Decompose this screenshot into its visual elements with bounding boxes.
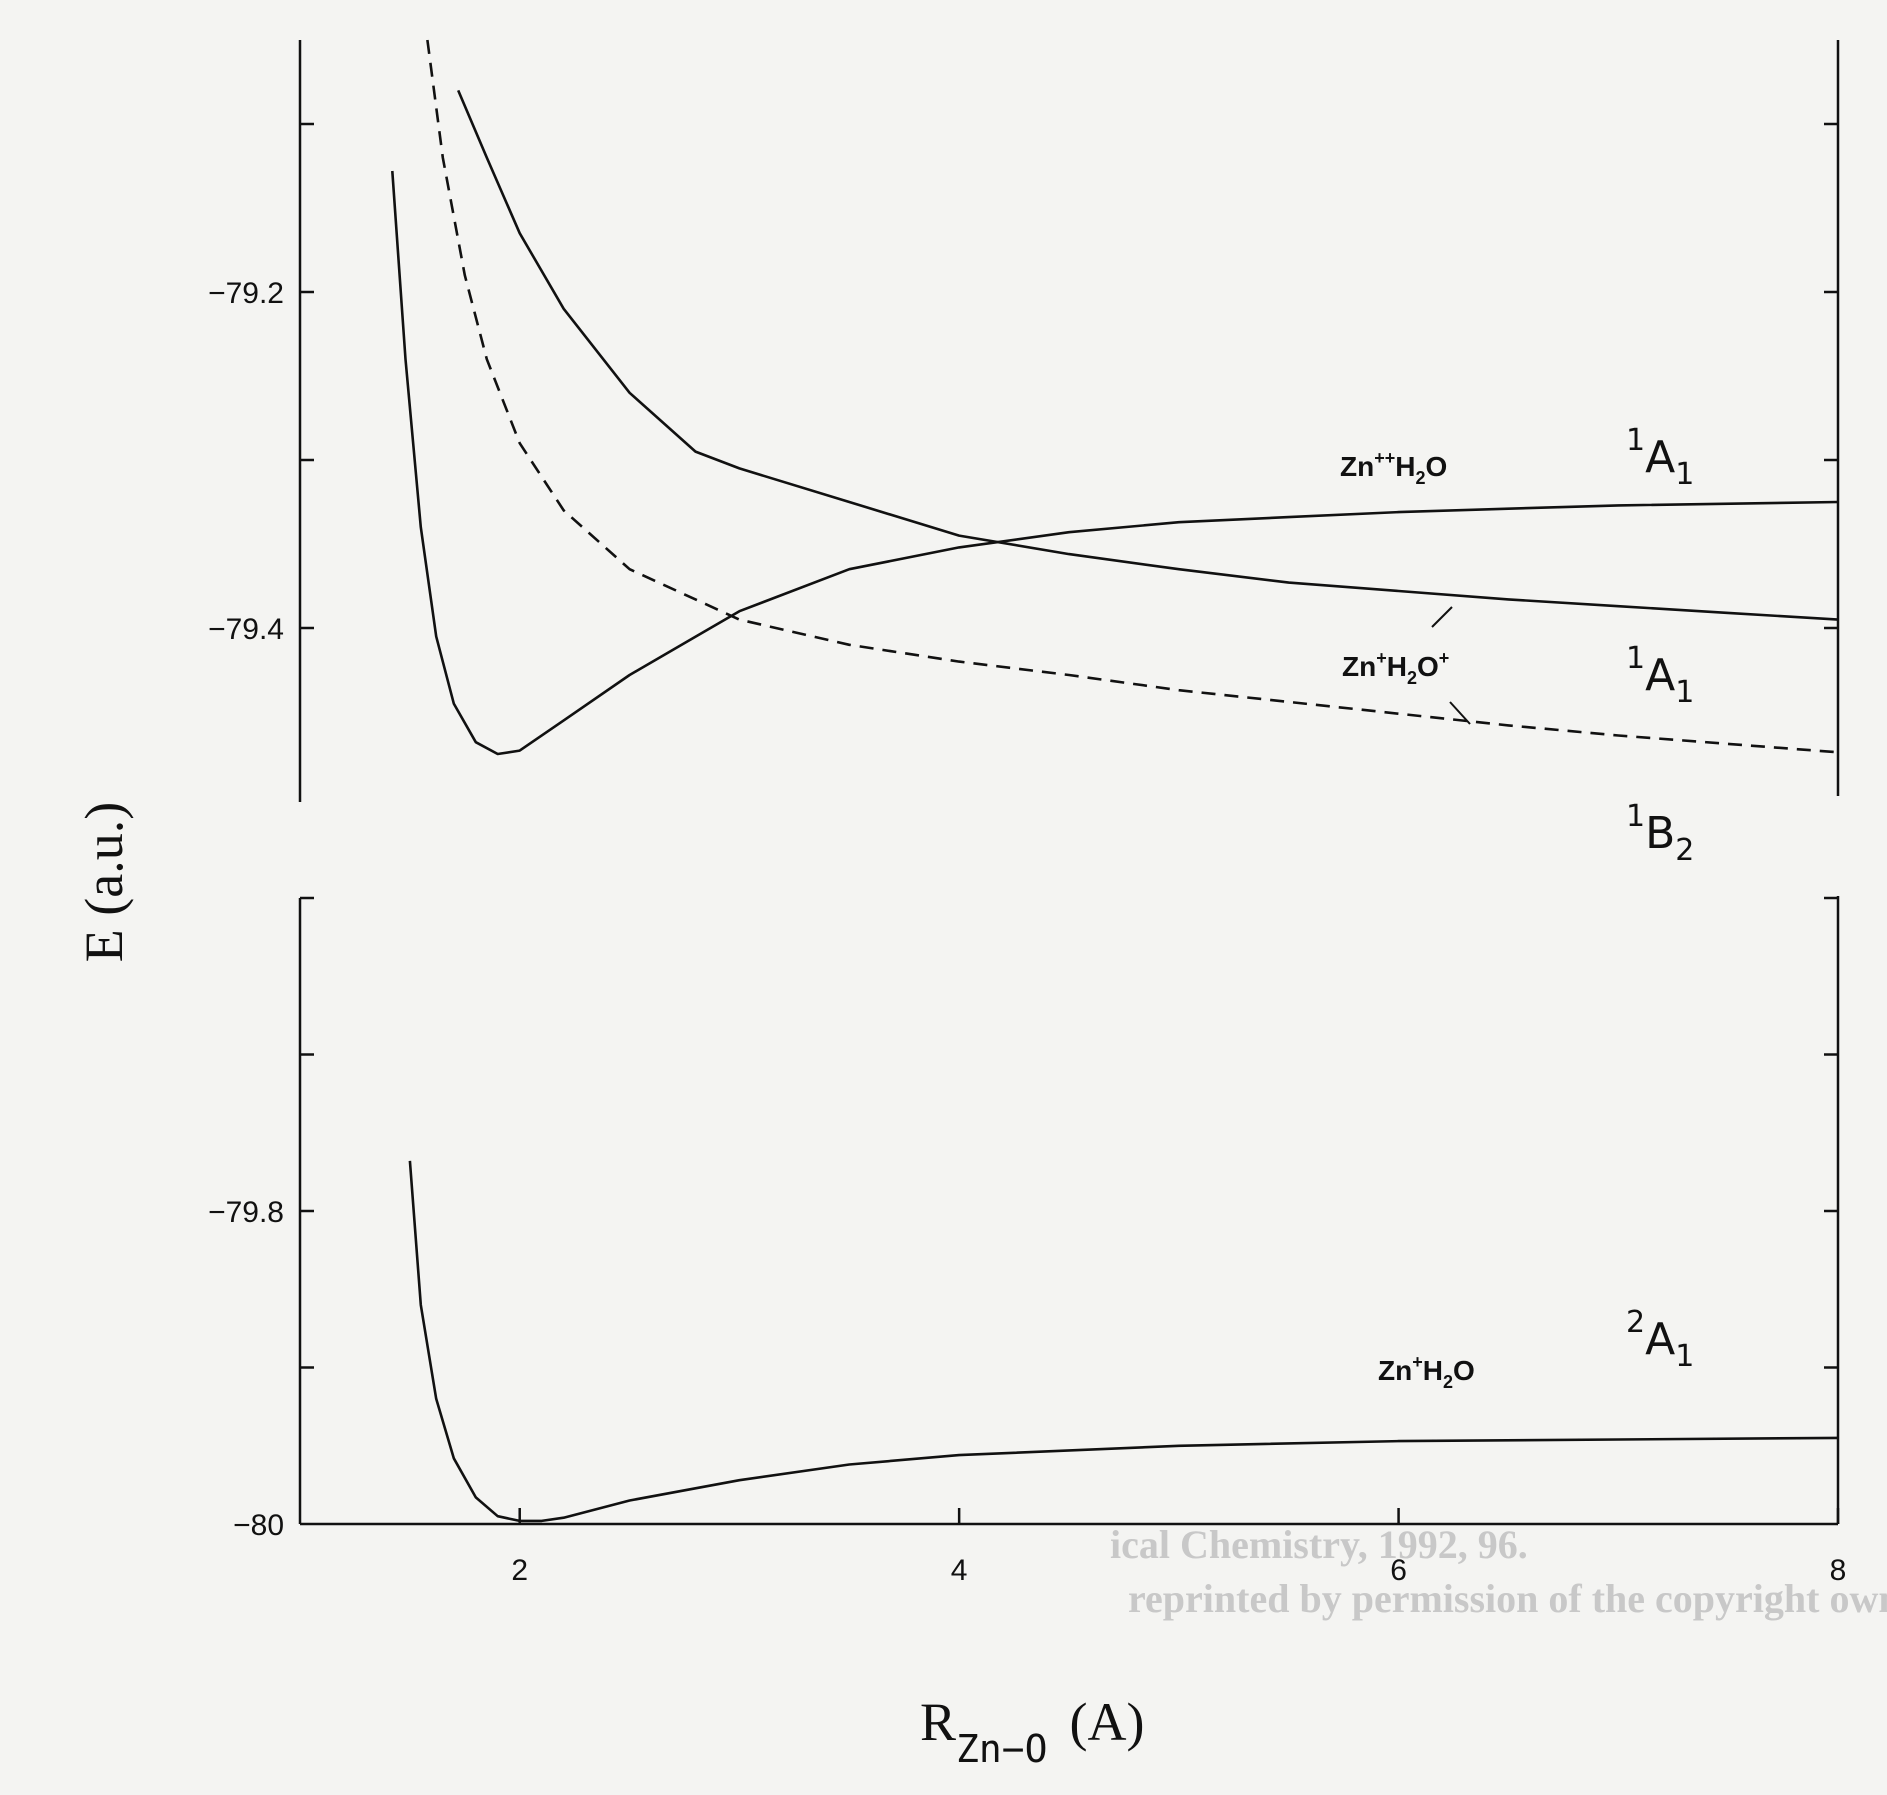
x-tick-label: 8 <box>1830 1554 1847 1587</box>
x-tick-label: 6 <box>1390 1554 1407 1587</box>
x-tick-label: 4 <box>951 1554 968 1587</box>
state-label-1a1-upper: 1A1 <box>1626 423 1694 492</box>
leader-line-lower <box>1449 701 1471 725</box>
lower-panel-frame <box>298 896 1840 1526</box>
series-line-b2 <box>426 39 1839 754</box>
copyright-ghost-line-2: reprinted by permission of the copyright… <box>1128 1576 1887 1621</box>
axis-tick-labels: −79.2 −79.4 −79.8 −80 2 4 6 8 <box>208 277 1846 1587</box>
state-label-1a1-middle: 1A1 <box>1626 641 1694 710</box>
label-zn-h2o-plus: Zn+H2O+ <box>1342 648 1449 688</box>
copyright-ghost-line-1: ical Chemistry, 1992, 96. <box>1110 1522 1528 1567</box>
x-axis-title: RZn−O (A) <box>920 1692 1145 1771</box>
upper-panel-frame <box>298 40 1840 802</box>
y-tick-label: −79.2 <box>208 277 284 310</box>
leader-line-upper <box>1431 606 1453 628</box>
y-axis-title: E (a.u.) <box>74 802 134 962</box>
y-tick-label: −79.8 <box>208 1196 284 1229</box>
series-line-zn2_h2o <box>457 89 1839 621</box>
label-zn2-h2o: Zn++H2O <box>1340 448 1447 488</box>
series-line-zn_h2o_plus <box>391 170 1839 756</box>
x-tick-label: 2 <box>511 1554 528 1587</box>
axis-ticks <box>300 122 1840 1524</box>
y-tick-label: −79.4 <box>208 613 284 646</box>
label-zn-plus-h2o: Zn+H2O <box>1378 1352 1475 1392</box>
series-layer <box>391 39 1839 1523</box>
state-label-2a1-lower: 2A1 <box>1626 1305 1694 1374</box>
state-label-1b2: 1B2 <box>1626 799 1694 868</box>
y-tick-label: −80 <box>233 1509 284 1542</box>
series-line-zn_plus_h2o <box>408 1160 1839 1523</box>
